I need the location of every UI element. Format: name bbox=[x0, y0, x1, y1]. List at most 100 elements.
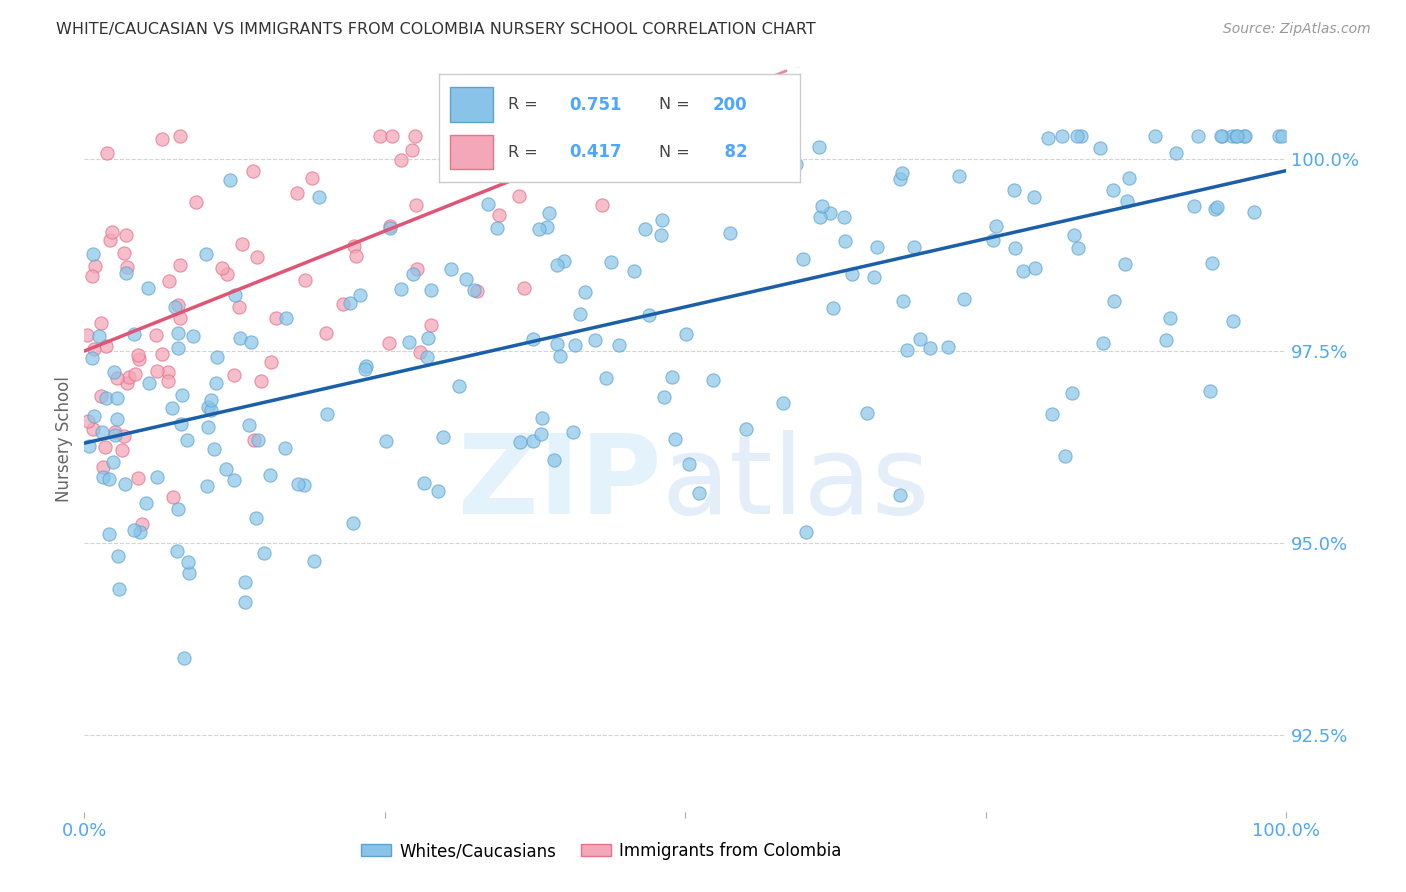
Point bbox=[115, 227, 138, 242]
Point bbox=[98, 472, 121, 486]
Point bbox=[1198, 384, 1220, 399]
Point bbox=[239, 334, 262, 349]
Point bbox=[315, 326, 337, 341]
Point bbox=[522, 434, 544, 448]
Point bbox=[224, 368, 246, 383]
Point bbox=[98, 527, 121, 541]
Point bbox=[235, 575, 257, 590]
Point bbox=[114, 476, 136, 491]
Point bbox=[157, 366, 180, 380]
Point bbox=[1225, 128, 1247, 143]
Point bbox=[1036, 131, 1059, 145]
Point bbox=[127, 471, 149, 485]
Point bbox=[1271, 128, 1294, 143]
Point bbox=[80, 269, 103, 284]
Point bbox=[389, 153, 412, 167]
Point bbox=[110, 442, 132, 457]
Point bbox=[105, 391, 128, 405]
Point bbox=[138, 376, 160, 390]
Point bbox=[127, 348, 149, 362]
Point bbox=[607, 338, 630, 352]
Point bbox=[810, 199, 832, 213]
Point bbox=[162, 490, 184, 504]
Point bbox=[891, 293, 914, 308]
Point bbox=[427, 484, 450, 499]
Point bbox=[591, 198, 613, 212]
Point bbox=[194, 247, 217, 261]
Point bbox=[128, 351, 150, 366]
Point bbox=[176, 433, 198, 447]
Point bbox=[889, 488, 911, 502]
Point bbox=[380, 220, 402, 235]
Point bbox=[652, 390, 675, 404]
Point bbox=[531, 411, 554, 425]
Point bbox=[1222, 128, 1244, 143]
Point bbox=[1232, 128, 1254, 143]
Point bbox=[890, 166, 912, 180]
Point bbox=[349, 288, 371, 302]
Point bbox=[375, 434, 398, 448]
Point bbox=[936, 341, 959, 355]
Point bbox=[981, 233, 1004, 247]
Point bbox=[1159, 311, 1181, 326]
Point bbox=[808, 210, 831, 224]
Point bbox=[741, 145, 763, 159]
Point bbox=[100, 225, 122, 239]
Point bbox=[678, 457, 700, 471]
Point bbox=[200, 393, 222, 408]
Point bbox=[82, 422, 104, 436]
Point bbox=[1053, 449, 1076, 463]
Point bbox=[79, 439, 101, 453]
Point bbox=[162, 401, 184, 415]
Point bbox=[1101, 183, 1123, 197]
Point bbox=[370, 128, 392, 143]
Point bbox=[948, 169, 970, 183]
Point bbox=[200, 402, 222, 417]
Point bbox=[166, 544, 188, 558]
Point bbox=[574, 285, 596, 300]
Point bbox=[122, 326, 145, 341]
Point bbox=[623, 264, 645, 278]
Point bbox=[204, 442, 226, 456]
Point bbox=[440, 262, 463, 277]
Point bbox=[543, 452, 565, 467]
Point bbox=[785, 157, 807, 171]
Point bbox=[242, 164, 264, 178]
Point bbox=[233, 594, 256, 608]
Point bbox=[1164, 146, 1187, 161]
Point bbox=[222, 473, 245, 487]
Point bbox=[752, 128, 775, 143]
Point bbox=[145, 328, 167, 343]
Point bbox=[513, 281, 536, 295]
Text: WHITE/CAUCASIAN VS IMMIGRANTS FROM COLOMBIA NURSERY SCHOOL CORRELATION CHART: WHITE/CAUCASIAN VS IMMIGRANTS FROM COLOM… bbox=[56, 22, 815, 37]
Point bbox=[650, 228, 672, 243]
Point bbox=[287, 477, 309, 491]
Point bbox=[1143, 128, 1166, 143]
Point bbox=[792, 252, 814, 266]
Point bbox=[1209, 128, 1232, 143]
Point bbox=[896, 343, 918, 357]
Point bbox=[412, 475, 434, 490]
Point bbox=[146, 364, 169, 378]
Point bbox=[568, 307, 591, 321]
Point bbox=[128, 524, 150, 539]
Point bbox=[91, 470, 114, 484]
Point bbox=[112, 246, 135, 260]
Point bbox=[1067, 242, 1090, 256]
Point bbox=[150, 347, 173, 361]
Point bbox=[301, 170, 323, 185]
Point bbox=[315, 408, 337, 422]
Point bbox=[228, 300, 250, 314]
Point bbox=[661, 370, 683, 384]
Point bbox=[986, 219, 1008, 233]
Point bbox=[215, 462, 238, 476]
Point bbox=[378, 219, 401, 234]
Point bbox=[409, 344, 432, 359]
Point bbox=[536, 219, 558, 234]
Point bbox=[84, 260, 107, 274]
Point bbox=[398, 335, 420, 350]
Point bbox=[1060, 385, 1083, 400]
Point bbox=[1115, 194, 1137, 208]
Point bbox=[488, 208, 510, 222]
Point bbox=[553, 254, 575, 268]
